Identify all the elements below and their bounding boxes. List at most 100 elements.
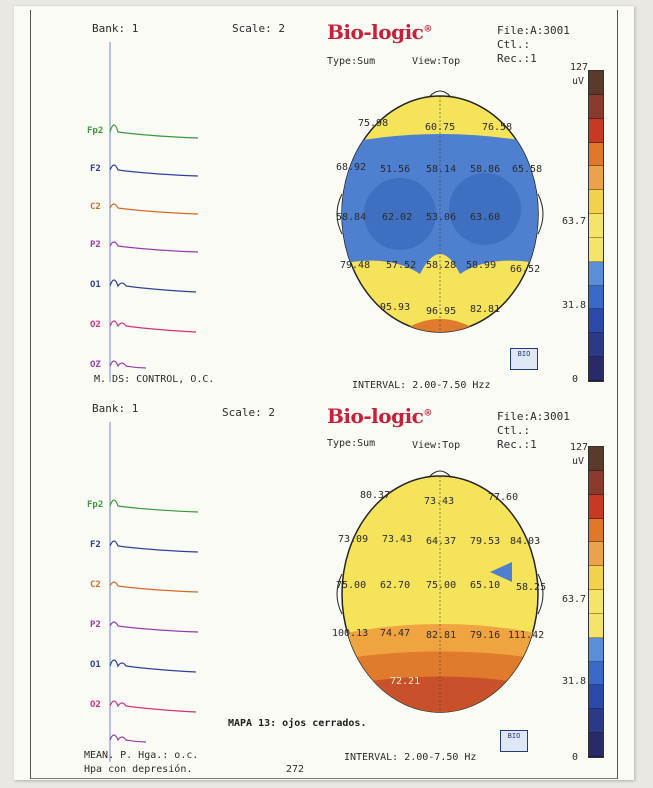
biologic-badge-icon: BIO [500,730,528,752]
scale-low-value: 31.8 [562,300,587,311]
map-value: 51.56 [380,164,411,175]
scale-swatch [589,447,603,471]
map-value: 66.52 [510,264,541,275]
map-value: 60.75 [425,122,456,133]
eeg-panel-bottom: Bank: 1 Scale: 2 Bio-logic® File:A:3001 … [32,398,618,788]
biologic-logo: Bio-logic® [327,20,432,44]
map-value: 75.00 [426,580,457,591]
scale-top-value: 127 [570,62,589,73]
channel-label: O1 [90,660,101,670]
scale-label: Scale: 2 [232,22,285,35]
map-value: 58.86 [470,164,501,175]
view-label: View:Top [412,56,461,67]
brain-map-bottom: 80.37 73.43 77.60 73.09 73.43 64.37 79.5… [320,464,560,724]
ctl-label: Ctl.: [497,424,531,437]
interval-label: INTERVAL: 2.00-7.50 Hzz [352,380,491,391]
scale-swatch [589,566,603,591]
rec-label: Rec.:1 [497,438,537,451]
footer-left: M. DS: CONTROL, O.C. [94,374,215,385]
footer-left: MEAN. P. Hga.: o.c. [84,750,199,761]
map-value: 96.95 [426,306,457,317]
map-value: 75.00 [336,580,367,591]
type-label: Type:Sum [327,56,376,67]
map-value: 79.48 [340,260,371,271]
scale-swatch [589,709,603,734]
scale-swatch [589,494,603,519]
color-scale-bar [588,446,604,758]
map-value: 58.28 [426,260,457,271]
channel-label: F2 [90,540,101,550]
scale-swatch [589,542,603,567]
rec-label: Rec.:1 [497,52,537,65]
map-value: 75.98 [358,118,389,129]
eeg-waveforms: Fp2 F2 C2 P2 O1 O2 OZ [82,42,202,382]
type-label: Type:Sum [327,438,376,449]
map-value: 111.42 [508,630,545,641]
scale-top-value: 127 [570,442,589,453]
view-label: View:Top [412,440,461,451]
map-value: 79.16 [470,630,501,641]
scale-swatch [589,166,603,191]
map-value: 57.52 [386,260,417,271]
scale-mid-value: 63.7 [562,216,587,227]
footer-left-2: Hpa con depresión. [84,764,193,775]
page-frame [30,10,618,779]
map-value: 63.60 [470,212,501,223]
scale-swatch [589,357,603,381]
scale-swatch [589,685,603,710]
scale-swatch [589,285,603,310]
map-value: 72.21 [390,676,421,687]
map-value: 76.58 [482,122,513,133]
bank-label: Bank: 1 [92,402,139,415]
scale-swatch [589,613,603,638]
biologic-logo: Bio-logic® [327,404,432,428]
map-value: 58.25 [516,582,547,593]
channel-label: O2 [90,320,101,330]
scale-swatch [589,661,603,686]
scale-unit: uV [572,456,585,467]
scale-swatch [589,118,603,143]
figure-caption: MAPA 13: ojos cerrados. [228,718,367,729]
scale-swatch [589,190,603,215]
scale-swatch [589,71,603,95]
scale-swatch [589,518,603,543]
map-value: 100.13 [332,628,369,639]
map-value: 65.10 [470,580,501,591]
map-value: 74.47 [380,628,411,639]
file-label: File:A:3001 [497,410,570,423]
map-value: 84.03 [510,536,541,547]
page-number: 272 [286,764,305,775]
channel-label: C2 [90,580,101,590]
scale-swatch [589,637,603,662]
scale-swatch [589,142,603,167]
scale-swatch [589,261,603,286]
map-value: 58.84 [336,212,367,223]
ctl-label: Ctl.: [497,38,531,51]
map-value: 82.81 [470,304,501,315]
scale-unit: uV [572,76,585,87]
color-scale-bar [588,70,604,382]
map-value: 68.92 [336,162,367,173]
channel-label: Fp2 [87,500,104,510]
channel-label: OZ [90,360,101,370]
map-value: 73.43 [382,534,413,545]
map-value: 64.37 [426,536,457,547]
map-value: 62.70 [380,580,411,591]
scale-swatch [589,214,603,238]
map-value: 77.60 [488,492,519,503]
channel-label: Fp2 [87,126,104,136]
scale-swatch [589,733,603,757]
scale-label: Scale: 2 [222,406,275,419]
scale-swatch [589,309,603,334]
interval-label: INTERVAL: 2.00-7.50 Hz [344,752,477,763]
scale-swatch [589,470,603,495]
map-value: 82.81 [426,630,457,641]
channel-label: P2 [90,620,101,630]
map-value: 62.02 [382,212,413,223]
scale-swatch [589,590,603,614]
file-label: File:A:3001 [497,24,570,37]
map-value: 58.14 [426,164,457,175]
biologic-badge-icon: BIO [510,348,538,370]
channel-label: F2 [90,164,101,174]
channel-label: C2 [90,202,101,212]
